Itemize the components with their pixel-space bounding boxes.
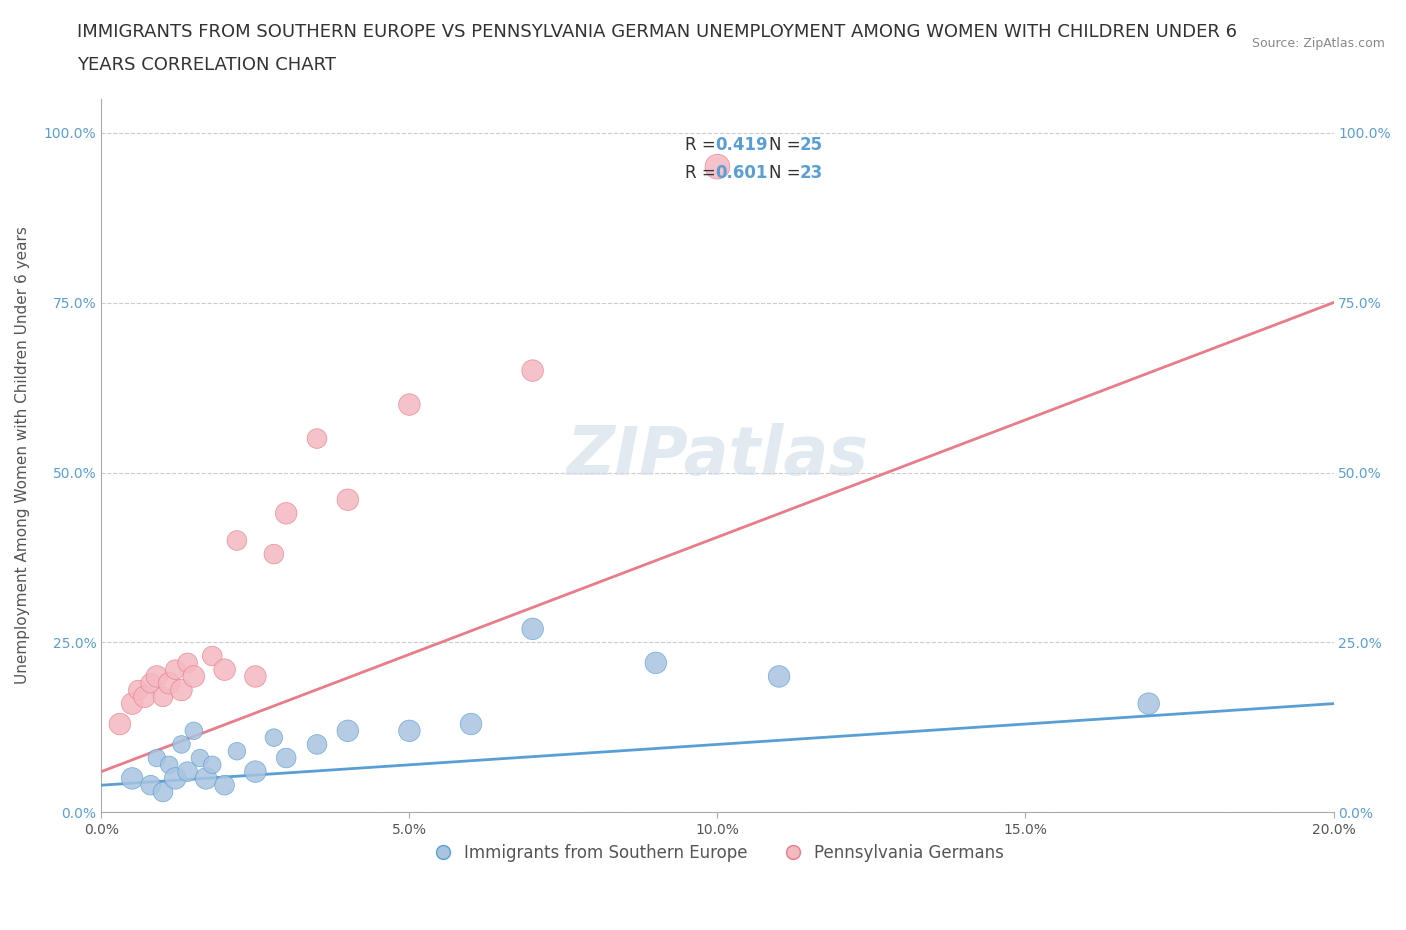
Text: Source: ZipAtlas.com: Source: ZipAtlas.com (1251, 37, 1385, 50)
Point (165, 771, 187, 786)
Point (263, 730, 285, 745)
Point (108, 717, 131, 732)
Point (176, 656, 198, 671)
Point (336, 492, 359, 507)
Point (201, 648, 224, 663)
Point (460, 717, 482, 732)
Point (134, 689, 156, 704)
Legend: Immigrants from Southern Europe, Pennsylvania Germans: Immigrants from Southern Europe, Pennsyl… (425, 837, 1011, 869)
Point (165, 662, 187, 677)
Point (336, 724, 359, 738)
Text: 0.419: 0.419 (716, 136, 768, 154)
Point (121, 771, 143, 786)
Point (201, 757, 224, 772)
Point (170, 683, 193, 698)
Point (183, 669, 205, 684)
Point (644, 656, 666, 671)
Point (214, 662, 236, 677)
Point (152, 785, 174, 800)
Point (245, 669, 267, 684)
Point (139, 676, 162, 691)
Point (214, 777, 236, 792)
Point (305, 737, 328, 751)
Text: R =: R = (685, 136, 716, 154)
Point (170, 737, 193, 751)
Point (157, 676, 180, 691)
Point (245, 764, 267, 779)
Point (121, 697, 143, 711)
Text: 23: 23 (800, 165, 824, 182)
Point (188, 751, 211, 765)
Text: N =: N = (769, 136, 801, 154)
Point (398, 397, 420, 412)
Point (768, 669, 790, 684)
Text: 25: 25 (800, 136, 823, 154)
Point (139, 777, 162, 792)
Point (183, 724, 205, 738)
Point (263, 547, 285, 562)
Point (398, 724, 420, 738)
Point (195, 771, 218, 786)
Text: N =: N = (769, 165, 801, 182)
Text: YEARS CORRELATION CHART: YEARS CORRELATION CHART (77, 56, 336, 73)
Point (276, 751, 298, 765)
Point (157, 757, 180, 772)
Point (706, 159, 728, 174)
Point (127, 683, 149, 698)
Point (522, 621, 544, 636)
Y-axis label: Unemployment Among Women with Children Under 6 years: Unemployment Among Women with Children U… (15, 227, 30, 684)
Point (146, 751, 169, 765)
Point (225, 744, 247, 759)
Point (1137, 697, 1160, 711)
Text: 0.601: 0.601 (716, 165, 768, 182)
Text: IMMIGRANTS FROM SOUTHERN EUROPE VS PENNSYLVANIA GERMAN UNEMPLOYMENT AMONG WOMEN : IMMIGRANTS FROM SOUTHERN EUROPE VS PENNS… (77, 23, 1237, 41)
Text: ZIPatlas: ZIPatlas (567, 422, 869, 488)
Point (146, 669, 169, 684)
Point (152, 689, 174, 704)
Point (305, 432, 328, 446)
Point (225, 533, 247, 548)
Text: R =: R = (685, 165, 716, 182)
Point (522, 363, 544, 378)
Point (276, 506, 298, 521)
Point (176, 764, 198, 779)
